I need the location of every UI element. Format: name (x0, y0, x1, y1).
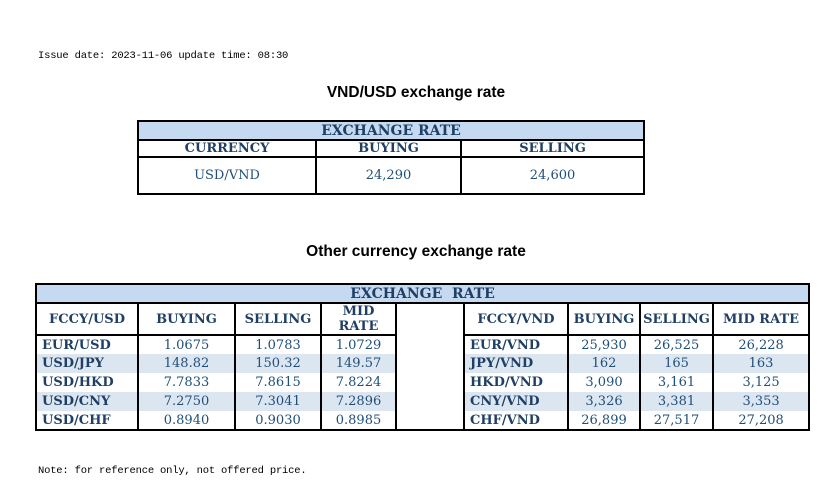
rate-cell: 27,517 (639, 411, 714, 430)
rate-cell: 7.2896 (320, 392, 397, 411)
column-header: MID RATE (711, 302, 811, 336)
other-table-title: Other currency exchange rate (306, 243, 526, 260)
rate-cell: 3,090 (567, 373, 641, 392)
column-header-row: FCCY/USD BUYING SELLING MID RATE FCCY/VN… (35, 302, 811, 430)
currency-pair-label: EUR/VND (463, 335, 569, 354)
rate-cell: 26,899 (567, 411, 641, 430)
currency-pair-label: USD/HKD (35, 373, 139, 392)
column-header: SELLING (459, 139, 646, 158)
currency-pair-label: USD/VND (137, 156, 317, 195)
table-title-cell: EXCHANGE RATE (34, 283, 811, 304)
issue-date-line: Issue date: 2023-11-06 update time: 08:3… (38, 50, 289, 62)
currency-pair-label: CHF/VND (463, 411, 569, 430)
table-header-row: EXCHANGE RATE (34, 283, 811, 304)
rate-cell: 3,161 (639, 373, 714, 392)
rate-cell: 162 (567, 354, 641, 373)
rate-cell: 3,353 (711, 392, 811, 411)
column-header: CURRENCY (137, 139, 317, 158)
rate-cell: 3,381 (639, 392, 714, 411)
rate-cell: 26,525 (639, 335, 714, 354)
rate-cell: 24,600 (459, 156, 646, 195)
rate-cell: 3,326 (567, 392, 641, 411)
rate-cell: 27,208 (711, 411, 811, 430)
table-row: USD/JPY 148.82 150.32 149.57 JPY/VND 162… (35, 354, 811, 373)
other-currency-exchange-table: EXCHANGE RATE FCCY/USD BUYING SELLING MI… (34, 283, 811, 431)
rate-cell: 24,290 (315, 156, 462, 195)
table-header-row: EXCHANGE RATE (136, 120, 646, 141)
rate-cell: 149.57 (320, 354, 397, 373)
column-header: BUYING (137, 302, 236, 336)
table-row: USD/HKD 7.7833 7.8615 7.8224 HKD/VND 3,0… (35, 373, 811, 392)
rate-cell: 163 (711, 354, 811, 373)
rate-cell: 25,930 (567, 335, 641, 354)
rate-cell: 148.82 (137, 354, 236, 373)
rate-cell: 150.32 (234, 354, 322, 373)
rate-cell: 0.9030 (234, 411, 322, 430)
table-row: USD/CNY 7.2750 7.3041 7.2896 CNY/VND 3,3… (35, 392, 811, 411)
table-row: USD/CHF 0.8940 0.9030 0.8985 CHF/VND 26,… (35, 411, 811, 430)
usd-table-title: VND/USD exchange rate (326, 84, 506, 101)
rate-cell: 1.0675 (137, 335, 236, 354)
rate-cell: 7.3041 (234, 392, 322, 411)
column-header: BUYING (315, 139, 462, 158)
currency-pair-label: USD/CNY (35, 392, 139, 411)
currency-pair-label: USD/CHF (35, 411, 139, 430)
rate-cell: 3,125 (711, 373, 811, 392)
column-header-row: CURRENCY BUYING SELLING (137, 139, 646, 158)
rate-cell: 7.8615 (234, 373, 322, 392)
table-row: EUR/USD 1.0675 1.0783 1.0729 EUR/VND 25,… (35, 335, 811, 354)
rate-cell: 7.7833 (137, 373, 236, 392)
column-header: FCCY/VND (463, 302, 569, 336)
rate-cell: 26,228 (711, 335, 811, 354)
table-title-cell: EXCHANGE RATE (136, 120, 646, 141)
rate-cell: 1.0783 (234, 335, 322, 354)
usd-vnd-exchange-table: EXCHANGE RATE CURRENCY BUYING SELLING US… (136, 120, 646, 195)
rate-cell: 7.2750 (137, 392, 236, 411)
column-header: BUYING (567, 302, 641, 336)
currency-pair-label: USD/JPY (35, 354, 139, 373)
table-row: USD/VND 24,290 24,600 (137, 156, 646, 195)
currency-pair-label: HKD/VND (463, 373, 569, 392)
spacer-column (395, 303, 465, 430)
note-line: Note: for reference only, not offered pr… (38, 465, 307, 477)
rate-cell: 0.8940 (137, 411, 236, 430)
currency-pair-label: EUR/USD (35, 335, 139, 354)
rate-cell: 7.8224 (320, 373, 397, 392)
column-header: FCCY/USD (35, 302, 139, 336)
column-header: SELLING (639, 302, 714, 336)
currency-pair-label: JPY/VND (463, 354, 569, 373)
column-header: SELLING (234, 302, 322, 336)
rate-cell: 1.0729 (320, 335, 397, 354)
column-header: MID RATE (320, 302, 397, 336)
rate-cell: 0.8985 (320, 411, 397, 430)
currency-pair-label: CNY/VND (463, 392, 569, 411)
rate-cell: 165 (639, 354, 714, 373)
